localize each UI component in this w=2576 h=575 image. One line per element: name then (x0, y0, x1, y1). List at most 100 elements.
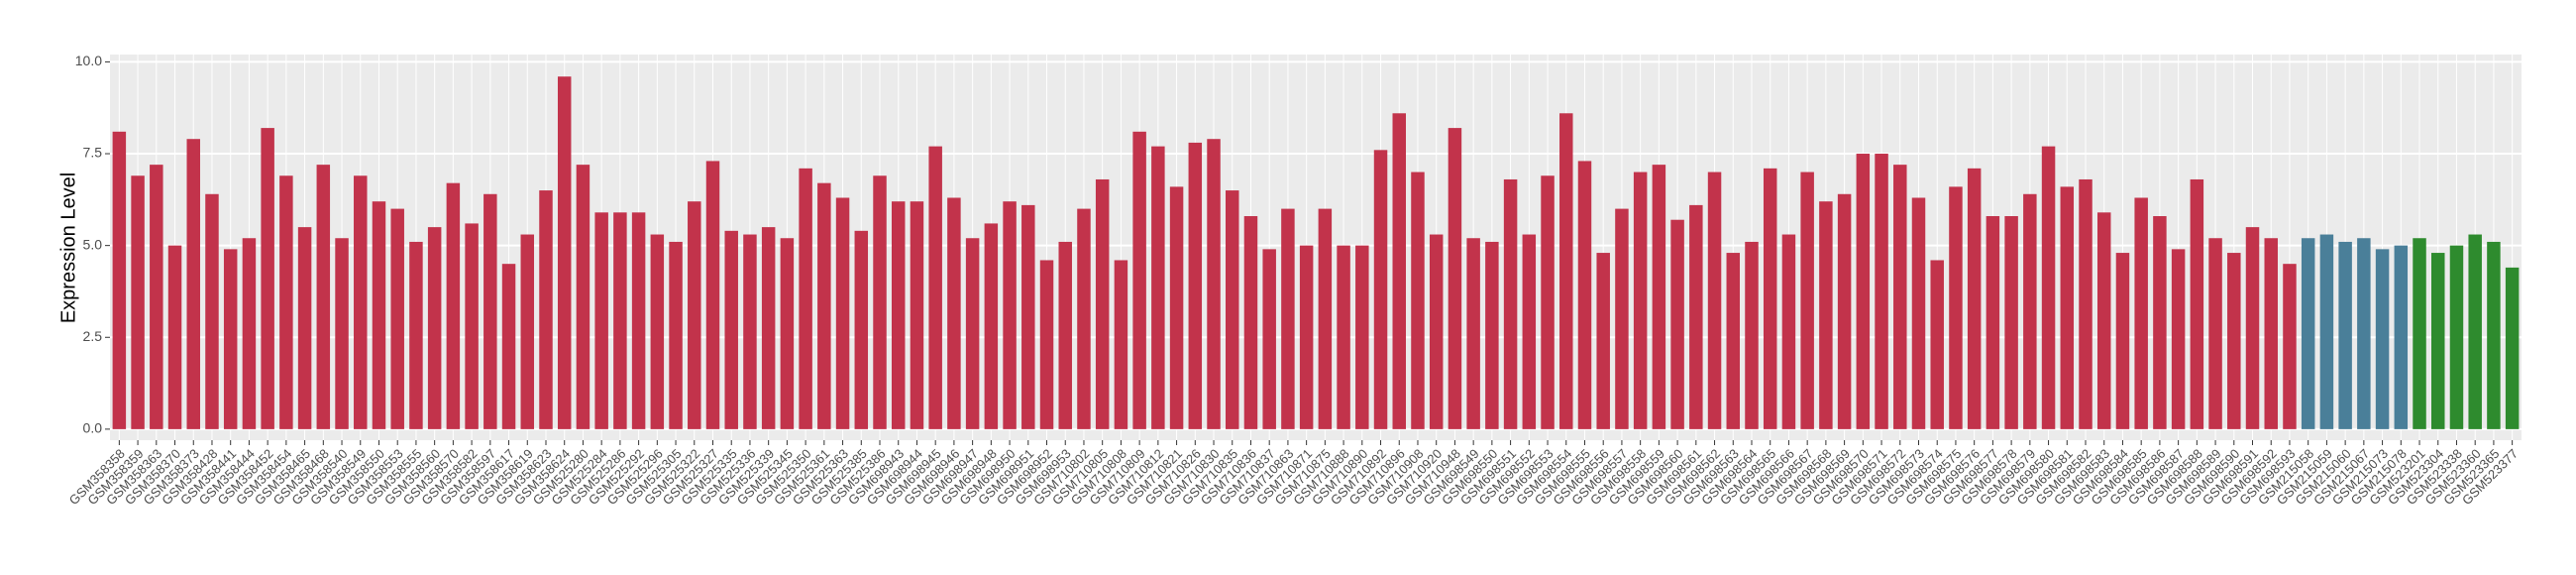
bar (2115, 253, 2130, 429)
bar (2431, 253, 2445, 429)
bar (2301, 238, 2315, 429)
bar (1429, 234, 1444, 429)
bar (1114, 260, 1128, 429)
bar (835, 197, 850, 429)
bar (1226, 190, 1239, 429)
bar (2245, 227, 2260, 429)
bar (688, 201, 701, 429)
bar (613, 212, 627, 429)
bar (2060, 186, 2075, 429)
bar (2375, 249, 2390, 429)
bar (2134, 197, 2148, 429)
bar (1243, 216, 1258, 429)
bar (465, 223, 479, 429)
bar (817, 182, 831, 429)
bar (705, 161, 720, 429)
bar (724, 230, 738, 429)
bar (335, 238, 349, 429)
bar (1707, 172, 1722, 429)
bar (947, 197, 961, 429)
y-tick-label: 0.0 (83, 420, 103, 436)
bar (372, 201, 386, 429)
bar (1949, 186, 1963, 429)
y-tick-label: 5.0 (83, 236, 103, 252)
bar (2171, 249, 2186, 429)
bar (167, 245, 182, 429)
bar (186, 139, 200, 429)
bar (1781, 234, 1796, 429)
bar (1003, 201, 1017, 429)
bar (1021, 204, 1035, 429)
bar (2413, 238, 2426, 429)
bar (1281, 208, 1295, 429)
bar (854, 230, 869, 429)
bar (2041, 146, 2056, 429)
bar (1911, 197, 1926, 429)
bar (1615, 208, 1629, 429)
bar (1318, 208, 1333, 429)
bar (965, 238, 980, 429)
bar (928, 146, 942, 429)
bar (1559, 113, 1573, 429)
bar (1763, 168, 1777, 429)
bar (297, 227, 312, 429)
bar (1262, 249, 1276, 429)
bar (743, 234, 757, 429)
bar (390, 208, 404, 429)
bar (984, 223, 999, 429)
bar (131, 175, 145, 429)
bar (427, 227, 442, 429)
bar (1541, 175, 1555, 429)
bar (2394, 245, 2409, 429)
bar (1875, 154, 1888, 429)
bar (1800, 172, 1814, 429)
bar (2357, 238, 2371, 429)
bar (1930, 260, 1944, 429)
bar (1745, 241, 1759, 429)
bar (1207, 139, 1221, 429)
bar (539, 190, 553, 429)
bar (2338, 241, 2352, 429)
bar (1132, 131, 1146, 429)
bar (1577, 161, 1592, 429)
bar (1503, 178, 1518, 429)
bar (594, 212, 608, 429)
bar (112, 131, 127, 429)
bar (576, 165, 590, 429)
bar (1633, 172, 1648, 429)
bar (799, 168, 812, 429)
bar (761, 227, 776, 429)
bar (2468, 234, 2482, 429)
bar (1411, 172, 1425, 429)
bar (205, 193, 219, 429)
bar (1188, 142, 1203, 429)
bar (1689, 204, 1703, 429)
bar (557, 76, 572, 429)
bar (1893, 165, 1907, 429)
bar (1058, 241, 1072, 429)
bar (1392, 113, 1406, 429)
bar (2153, 216, 2167, 429)
bar (1837, 193, 1852, 429)
bar (1151, 146, 1165, 429)
bar (1522, 234, 1537, 429)
bar (483, 193, 497, 429)
bar (2208, 238, 2222, 429)
bar (2079, 178, 2093, 429)
bar (1726, 253, 1741, 429)
bar (2096, 212, 2111, 429)
bar (650, 234, 665, 429)
bar (279, 175, 293, 429)
bar (2023, 193, 2037, 429)
bar (1373, 150, 1388, 429)
bar (2505, 267, 2520, 429)
bar (1039, 260, 1054, 429)
bar (1596, 253, 1610, 429)
bar (2449, 245, 2464, 429)
bar (354, 175, 368, 429)
bar (2283, 264, 2297, 429)
bar (780, 238, 795, 429)
bar (242, 238, 257, 429)
bar (2264, 238, 2278, 429)
